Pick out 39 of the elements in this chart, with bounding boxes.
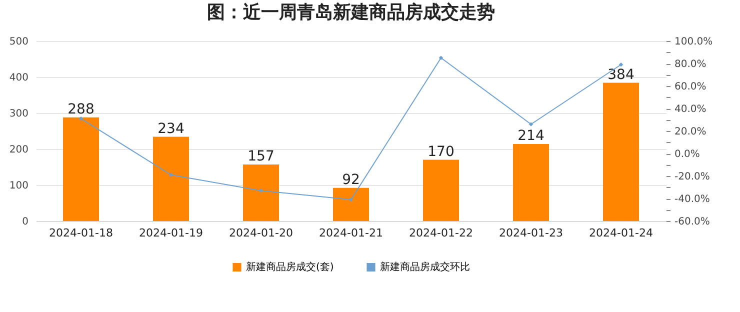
y2-tick-label: 100.0% [674,36,713,48]
bar [63,117,99,221]
x-tick-label: 2024-01-22 [409,226,473,240]
bar [243,164,279,221]
y-tick-label: 100 [9,180,28,192]
y2-tick-label: 40.0% [674,104,706,115]
x-tick-label: 2024-01-18 [49,226,113,240]
data-label: 288 [68,101,94,118]
y2-tick-label: 60.0% [674,82,706,92]
data-label: 384 [608,66,634,83]
legend-label: 新建商品房成交环比 [380,261,470,274]
x-tick-label: 2024-01-20 [229,226,293,240]
y-tick-label: 200 [9,144,28,156]
y-tick-label: 300 [9,108,28,120]
legend-label: 新建商品房成交(套) [246,261,334,274]
y-tick-label: 400 [9,72,28,84]
bar [153,136,189,221]
x-tick-label: 2024-01-23 [499,226,563,240]
x-tick-label: 2024-01-21 [319,226,383,240]
bar [603,82,639,221]
data-label: 170 [428,144,454,160]
y-tick-label: 500 [9,36,28,48]
bar [513,144,549,221]
y2-tick-label: -40.0% [674,194,710,205]
x-tick-label: 2024-01-24 [589,226,653,240]
y2-tick-label: 80.0% [674,59,706,70]
y2-tick-label: 20.0% [674,126,706,138]
bar [423,160,459,221]
y2-tick-label: -60.0% [674,216,710,228]
x-tick-label: 2024-01-19 [139,226,203,240]
data-label: 92 [342,172,360,188]
y-tick-label: 0 [22,216,28,228]
data-label: 234 [158,120,184,137]
y2-tick-label: 0.0% [674,149,700,160]
y2-tick-label: -20.0% [674,172,710,182]
bar [333,188,369,221]
data-label: 157 [248,148,274,164]
chart-title: 图：近一周青岛新建商品房成交走势 [207,2,495,23]
data-label: 214 [518,128,544,144]
